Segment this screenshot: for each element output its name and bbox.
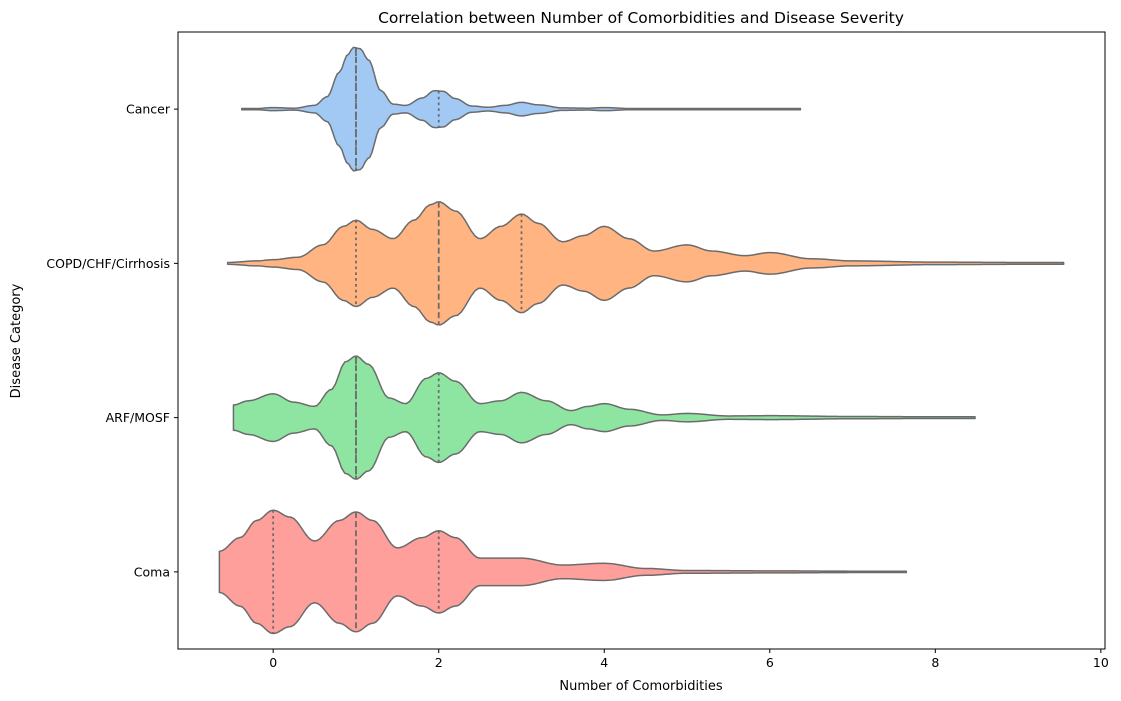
violin-layer bbox=[218, 46, 1065, 635]
plot-frame bbox=[177, 31, 1106, 650]
y-axis-label: Disease Category bbox=[9, 283, 24, 398]
violin-coma bbox=[218, 509, 908, 635]
x-tick-label: 0 bbox=[269, 655, 277, 670]
x-tick-label: 10 bbox=[1093, 655, 1109, 670]
x-tick-label: 4 bbox=[600, 655, 608, 670]
y-axis: Cancer COPD/CHF/Cirrhosis ARF/MOSF Coma bbox=[46, 102, 178, 579]
x-tick-label: 2 bbox=[435, 655, 443, 670]
violin-copd-chf-cirrhosis bbox=[226, 201, 1065, 326]
y-tick-label: COPD/CHF/Cirrhosis bbox=[46, 256, 170, 271]
y-tick-label: ARF/MOSF bbox=[106, 410, 170, 425]
chart-title: Correlation between Number of Comorbidit… bbox=[378, 9, 904, 27]
y-tick-label: Cancer bbox=[126, 102, 171, 117]
x-axis-label: Number of Comorbidities bbox=[559, 679, 722, 694]
x-tick-label: 8 bbox=[931, 655, 939, 670]
x-axis: 0 2 4 6 8 10 bbox=[269, 649, 1109, 670]
violin-arf-mosf bbox=[232, 355, 976, 480]
y-tick-label: Coma bbox=[134, 564, 170, 579]
violin-cancer bbox=[240, 46, 802, 172]
x-tick-label: 6 bbox=[766, 655, 774, 670]
